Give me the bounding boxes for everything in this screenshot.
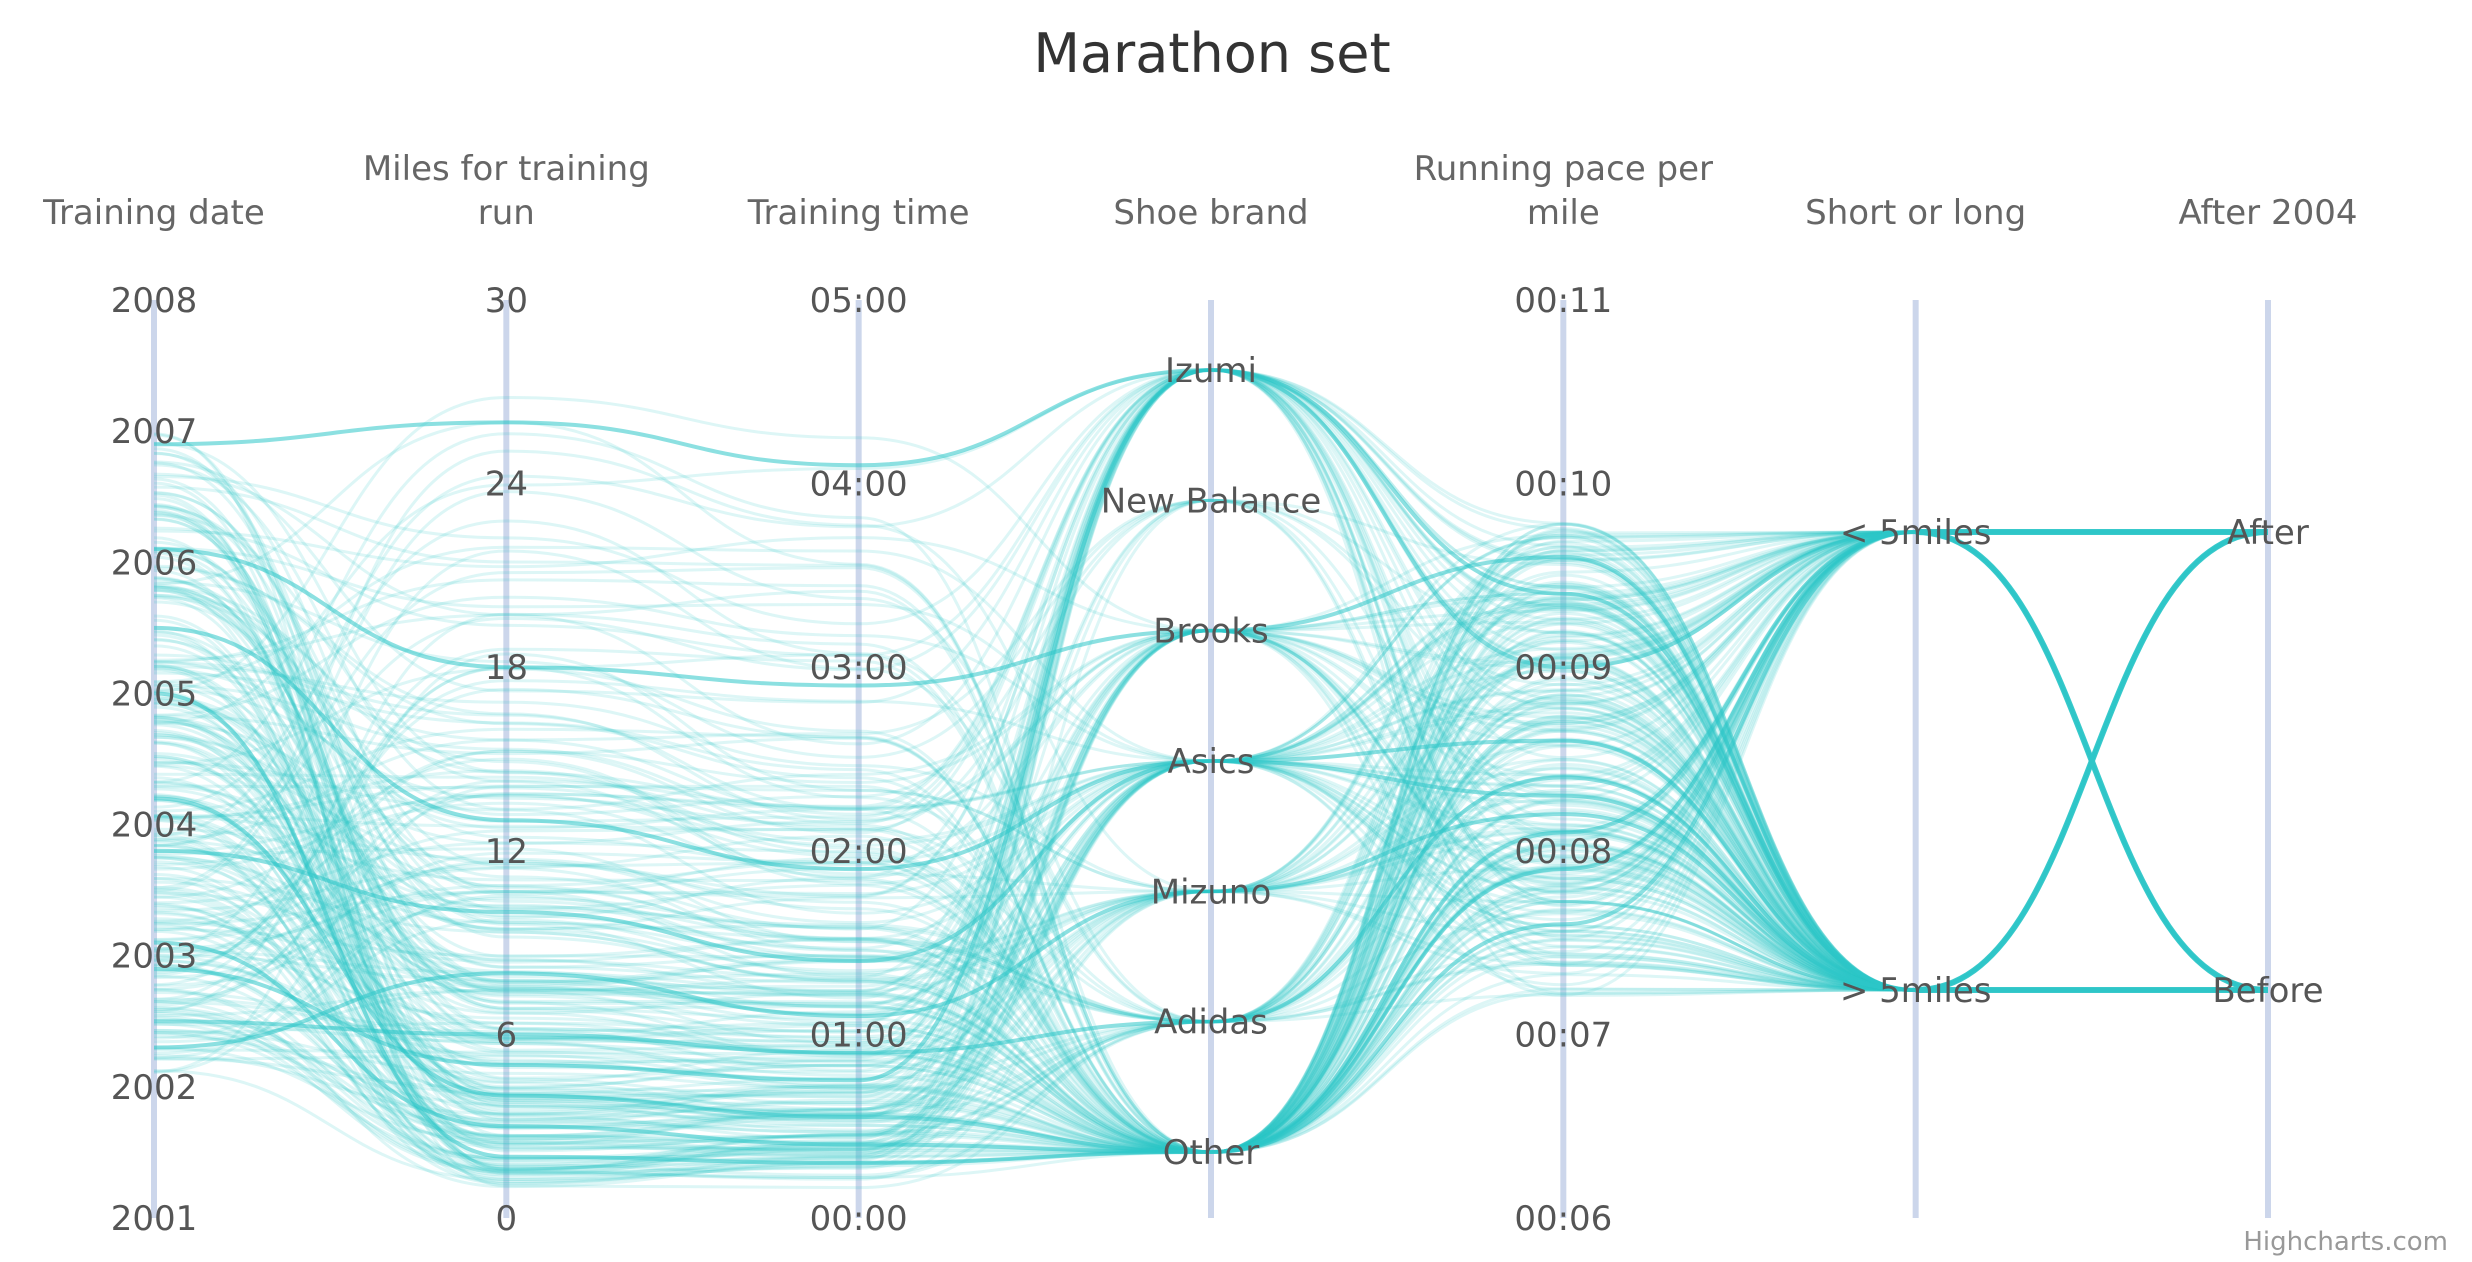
tick-label-date-4: 2005 bbox=[111, 674, 198, 714]
series-line-sample-8[interactable] bbox=[153, 529, 2268, 1165]
tick-label-shoe-2: Mizuno bbox=[1151, 872, 1272, 912]
series-line bbox=[153, 687, 2268, 1154]
axis-title-shoe: Shoe brand bbox=[1113, 193, 1308, 233]
tick-label-shoe-3: Asics bbox=[1168, 742, 1255, 782]
series-line bbox=[153, 655, 2268, 1154]
axis-title-miles-line-2: run bbox=[478, 193, 535, 233]
tick-label-miles-0: 0 bbox=[496, 1199, 518, 1239]
axis-labels-group: Training date 2001 2002 2003 2004 2005 2006 200… bbox=[42, 149, 2357, 1239]
tick-label-miles-1: 6 bbox=[496, 1015, 518, 1055]
tick-label-miles-3: 18 bbox=[485, 648, 528, 688]
tick-label-pace-4: 00:10 bbox=[1514, 465, 1612, 505]
tick-label-time-5: 05:00 bbox=[810, 281, 908, 321]
series-line-sample-7[interactable] bbox=[153, 758, 2268, 993]
tick-label-distance-1: < 5miles bbox=[1840, 513, 1992, 553]
series-line bbox=[153, 493, 2268, 1190]
tick-label-shoe-5: New Balance bbox=[1101, 481, 1322, 521]
series-line bbox=[153, 530, 2268, 1089]
series-line bbox=[153, 477, 2268, 1080]
tick-label-pace-0: 00:06 bbox=[1514, 1199, 1612, 1239]
series-line bbox=[153, 498, 2268, 1182]
tick-label-distance-0: > 5miles bbox=[1840, 971, 1992, 1011]
tick-label-pace-2: 00:08 bbox=[1514, 832, 1612, 872]
series-line bbox=[153, 530, 2268, 1169]
tick-label-date-2: 2003 bbox=[111, 937, 198, 977]
tick-label-date-0: 2001 bbox=[111, 1199, 198, 1239]
series-line bbox=[153, 678, 2268, 1154]
series-line bbox=[153, 566, 2268, 1154]
tick-label-shoe-0: Other bbox=[1163, 1133, 1260, 1173]
series-line bbox=[153, 676, 2268, 1154]
tick-label-date-7: 2008 bbox=[111, 281, 198, 321]
tick-label-miles-5: 30 bbox=[485, 281, 528, 321]
tick-label-time-4: 04:00 bbox=[810, 465, 908, 505]
series-line bbox=[153, 530, 2268, 1118]
series-line bbox=[153, 504, 2268, 1174]
chart-title: Marathon set bbox=[1033, 22, 1390, 85]
tick-label-miles-4: 24 bbox=[485, 465, 528, 505]
tick-label-date-5: 2006 bbox=[111, 543, 198, 583]
tick-label-pace-5: 00:11 bbox=[1514, 281, 1612, 321]
axis-title-after: After 2004 bbox=[2179, 193, 2358, 233]
tick-label-after-0: Before bbox=[2212, 971, 2323, 1011]
tick-label-time-0: 00:00 bbox=[810, 1199, 908, 1239]
series-line bbox=[153, 530, 2268, 1094]
axis-title-time: Training time bbox=[747, 193, 970, 233]
tick-label-shoe-4: Brooks bbox=[1153, 612, 1269, 652]
credits-link[interactable]: Highcharts.com bbox=[2243, 1227, 2448, 1257]
axis-title-distance: Short or long bbox=[1805, 193, 2026, 233]
tick-label-after-1: After bbox=[2227, 513, 2309, 553]
tick-label-miles-2: 12 bbox=[485, 832, 528, 872]
tick-label-date-3: 2004 bbox=[111, 806, 198, 846]
series-line bbox=[153, 490, 2268, 1024]
tick-label-shoe-1: Adidas bbox=[1154, 1003, 1268, 1043]
axis-title-date: Training date bbox=[42, 193, 265, 233]
tick-label-pace-1: 00:07 bbox=[1514, 1015, 1612, 1055]
tick-label-pace-3: 00:09 bbox=[1514, 648, 1612, 688]
axis-title-pace-line-2: mile bbox=[1527, 193, 1600, 233]
series-lines-group bbox=[153, 367, 2269, 1190]
series-line bbox=[153, 530, 2268, 1171]
tick-label-time-3: 03:00 bbox=[810, 648, 908, 688]
series-line bbox=[153, 757, 2268, 1154]
axis-title-pace-line-1: Running pace per bbox=[1414, 149, 1713, 189]
tick-label-time-1: 01:00 bbox=[810, 1015, 908, 1055]
series-line bbox=[153, 511, 2268, 1171]
tick-label-date-1: 2002 bbox=[111, 1068, 198, 1108]
tick-label-time-2: 02:00 bbox=[810, 832, 908, 872]
tick-label-date-6: 2007 bbox=[111, 412, 198, 452]
category-link-2 bbox=[1915, 529, 2269, 993]
axis-title-miles-line-1: Miles for training bbox=[363, 149, 650, 189]
series-line bbox=[153, 530, 2268, 1127]
axis-lines-group bbox=[151, 300, 2271, 1218]
tick-label-shoe-6: Izumi bbox=[1165, 351, 1257, 391]
